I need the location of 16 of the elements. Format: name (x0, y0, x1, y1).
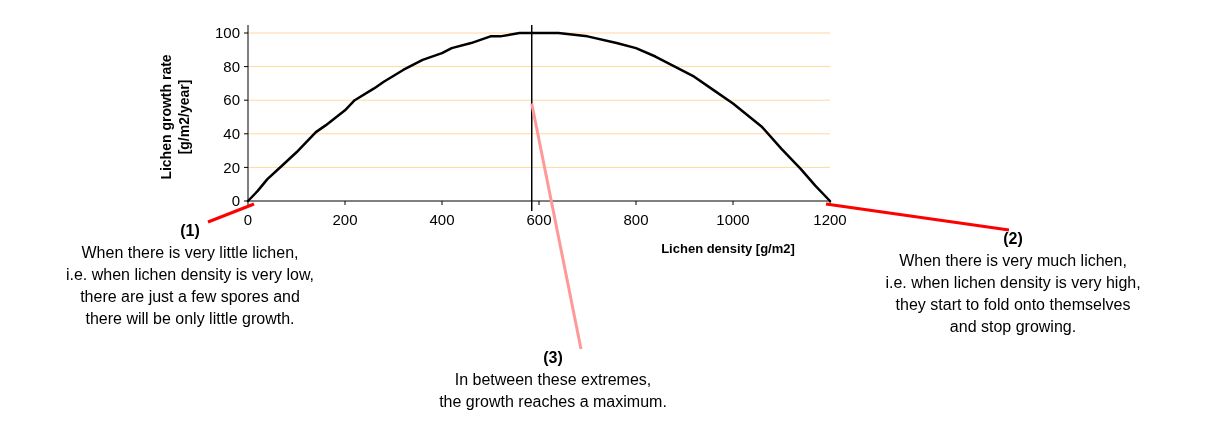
y-tick-label: 0 (231, 192, 240, 210)
y-tick-label: 80 (223, 57, 240, 75)
x-tick-label: 600 (526, 211, 552, 228)
y-axis-title: Lichen growth rate [g/m2/year] (158, 54, 192, 180)
x-axis-title: Lichen density [g/m2] (661, 241, 795, 256)
x-tick-label: 1000 (716, 211, 750, 228)
x-tick-label: 1200 (813, 211, 847, 228)
annotation: (2) When there is very much lichen, i.e. when lichen density is very high, they start to fold onto themselves and stop growing. (885, 230, 1141, 335)
annotation: (3) In between these extremes, the growth reaches a maximum. (439, 349, 667, 410)
y-tick-label: 40 (223, 125, 240, 143)
x-tick-label: 800 (623, 211, 649, 228)
y-tick-label: 100 (214, 24, 240, 42)
x-tick-label: 400 (429, 211, 455, 228)
y-tick-label: 60 (223, 91, 240, 109)
y-tick-label: 20 (223, 158, 240, 176)
x-tick-label: 200 (332, 211, 358, 228)
